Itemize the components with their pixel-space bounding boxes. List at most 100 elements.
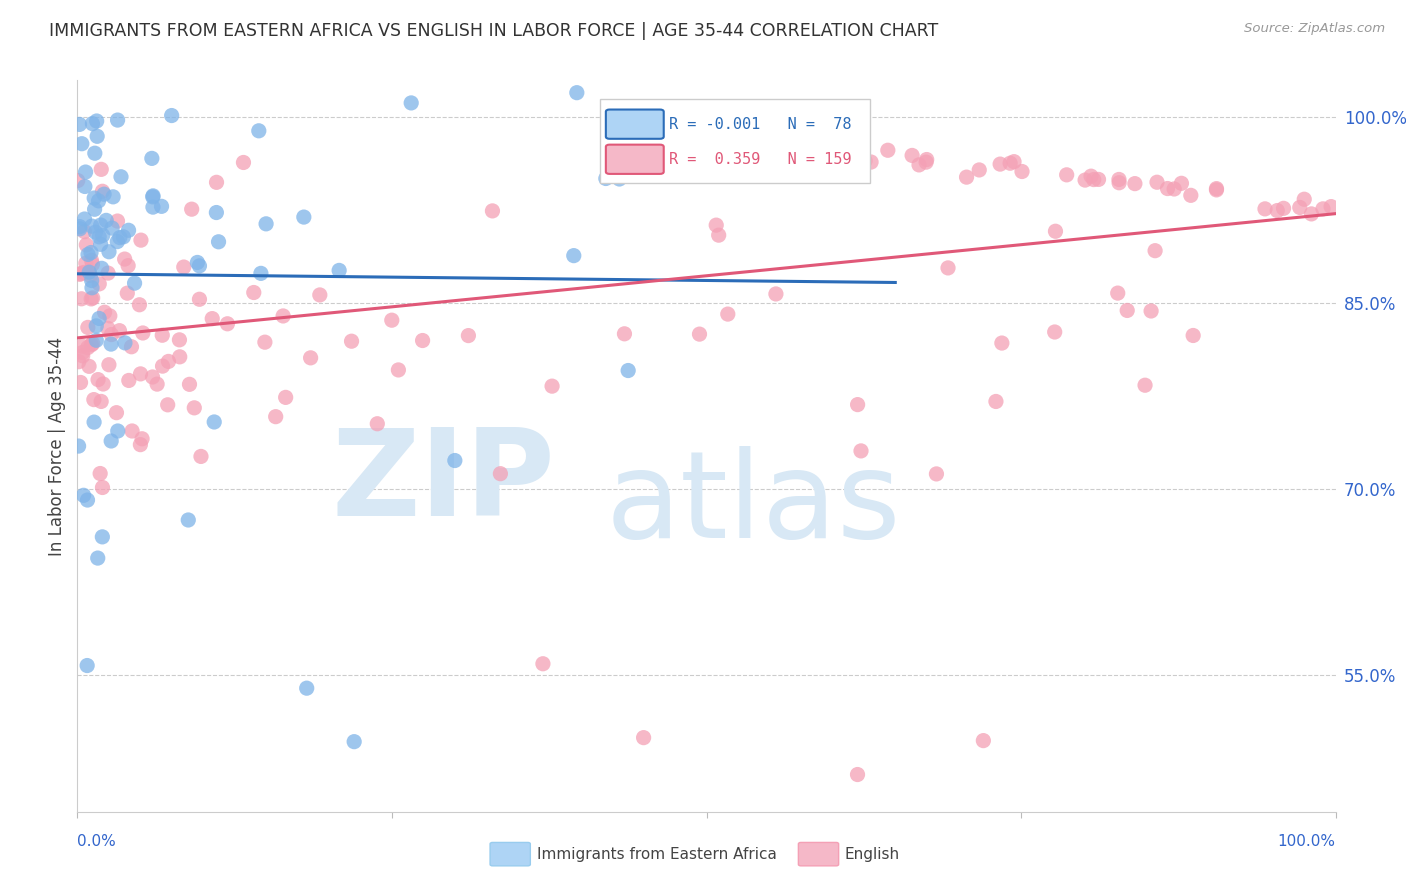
- Point: [1083, 172, 1105, 186]
- Point: [412, 334, 434, 348]
- Text: ZIP: ZIP: [332, 424, 555, 541]
- Point: [83, 415, 105, 429]
- Point: [67, 439, 90, 453]
- Point: [264, 409, 287, 424]
- Point: [70, 292, 93, 306]
- Point: [1312, 202, 1334, 216]
- Point: [100, 327, 122, 342]
- Point: [1107, 286, 1129, 301]
- Text: 0.0%: 0.0%: [77, 834, 117, 849]
- Point: [73, 212, 96, 227]
- Text: R = -0.001   N =  78: R = -0.001 N = 78: [669, 117, 851, 132]
- Point: [704, 218, 727, 232]
- Point: [105, 235, 128, 249]
- Point: [69, 267, 91, 281]
- Point: [274, 390, 297, 404]
- Point: [689, 327, 711, 342]
- Point: [73, 225, 96, 239]
- Point: [1272, 202, 1295, 216]
- Point: [328, 263, 350, 277]
- Point: [84, 333, 107, 347]
- Point: [1116, 303, 1139, 318]
- Point: [77, 359, 100, 374]
- Point: [1288, 201, 1310, 215]
- Point: [988, 157, 1011, 171]
- Point: [565, 86, 588, 100]
- Point: [399, 95, 422, 110]
- Point: [82, 291, 104, 305]
- Point: [105, 406, 128, 420]
- Point: [772, 129, 794, 144]
- Point: [1002, 154, 1025, 169]
- Point: [1045, 224, 1067, 238]
- Point: [595, 171, 617, 186]
- Point: [1011, 164, 1033, 178]
- Point: [82, 257, 104, 271]
- Point: [84, 225, 107, 239]
- Point: [765, 287, 787, 301]
- Point: [80, 253, 103, 268]
- Point: [100, 337, 122, 351]
- Point: [77, 265, 100, 279]
- Point: [146, 377, 169, 392]
- Point: [205, 205, 228, 219]
- FancyBboxPatch shape: [599, 99, 870, 183]
- Point: [67, 354, 90, 368]
- Point: [1056, 168, 1078, 182]
- Point: [89, 311, 111, 326]
- Point: [173, 260, 195, 274]
- Point: [188, 259, 211, 273]
- Point: [617, 363, 640, 377]
- Point: [730, 128, 752, 143]
- Point: [87, 194, 110, 208]
- Point: [89, 277, 111, 291]
- Point: [967, 163, 990, 178]
- Point: [531, 657, 554, 671]
- Point: [1144, 244, 1167, 258]
- Point: [387, 363, 409, 377]
- Point: [82, 117, 104, 131]
- Point: [141, 152, 163, 166]
- Point: [73, 265, 96, 279]
- Point: [86, 114, 108, 128]
- Point: [150, 199, 173, 213]
- Point: [1146, 175, 1168, 189]
- Point: [83, 191, 105, 205]
- Point: [936, 260, 959, 275]
- Point: [91, 376, 114, 391]
- Point: [69, 222, 91, 236]
- Point: [183, 401, 205, 415]
- Point: [97, 266, 120, 280]
- Text: atlas: atlas: [606, 446, 901, 563]
- Point: [381, 313, 404, 327]
- Point: [915, 153, 938, 167]
- Point: [1301, 207, 1323, 221]
- Text: R =  0.359   N = 159: R = 0.359 N = 159: [669, 152, 851, 167]
- Point: [292, 210, 315, 224]
- FancyBboxPatch shape: [606, 145, 664, 174]
- Point: [179, 377, 201, 392]
- Point: [93, 187, 115, 202]
- Point: [75, 256, 97, 270]
- Point: [613, 326, 636, 341]
- Point: [1123, 177, 1146, 191]
- Point: [783, 146, 806, 161]
- Point: [157, 354, 180, 368]
- Point: [86, 129, 108, 144]
- Point: [93, 305, 115, 319]
- Point: [1294, 192, 1316, 206]
- Point: [707, 228, 730, 243]
- Point: [97, 321, 120, 335]
- Point: [202, 415, 225, 429]
- Point: [132, 326, 155, 340]
- Text: Source: ZipAtlas.com: Source: ZipAtlas.com: [1244, 22, 1385, 36]
- Point: [984, 394, 1007, 409]
- Point: [250, 266, 273, 280]
- Point: [72, 345, 94, 359]
- Point: [117, 223, 139, 237]
- Y-axis label: In Labor Force | Age 35-44: In Labor Force | Age 35-44: [48, 336, 66, 556]
- Point: [562, 249, 585, 263]
- Point: [101, 190, 124, 204]
- Point: [121, 424, 143, 438]
- Point: [117, 286, 139, 301]
